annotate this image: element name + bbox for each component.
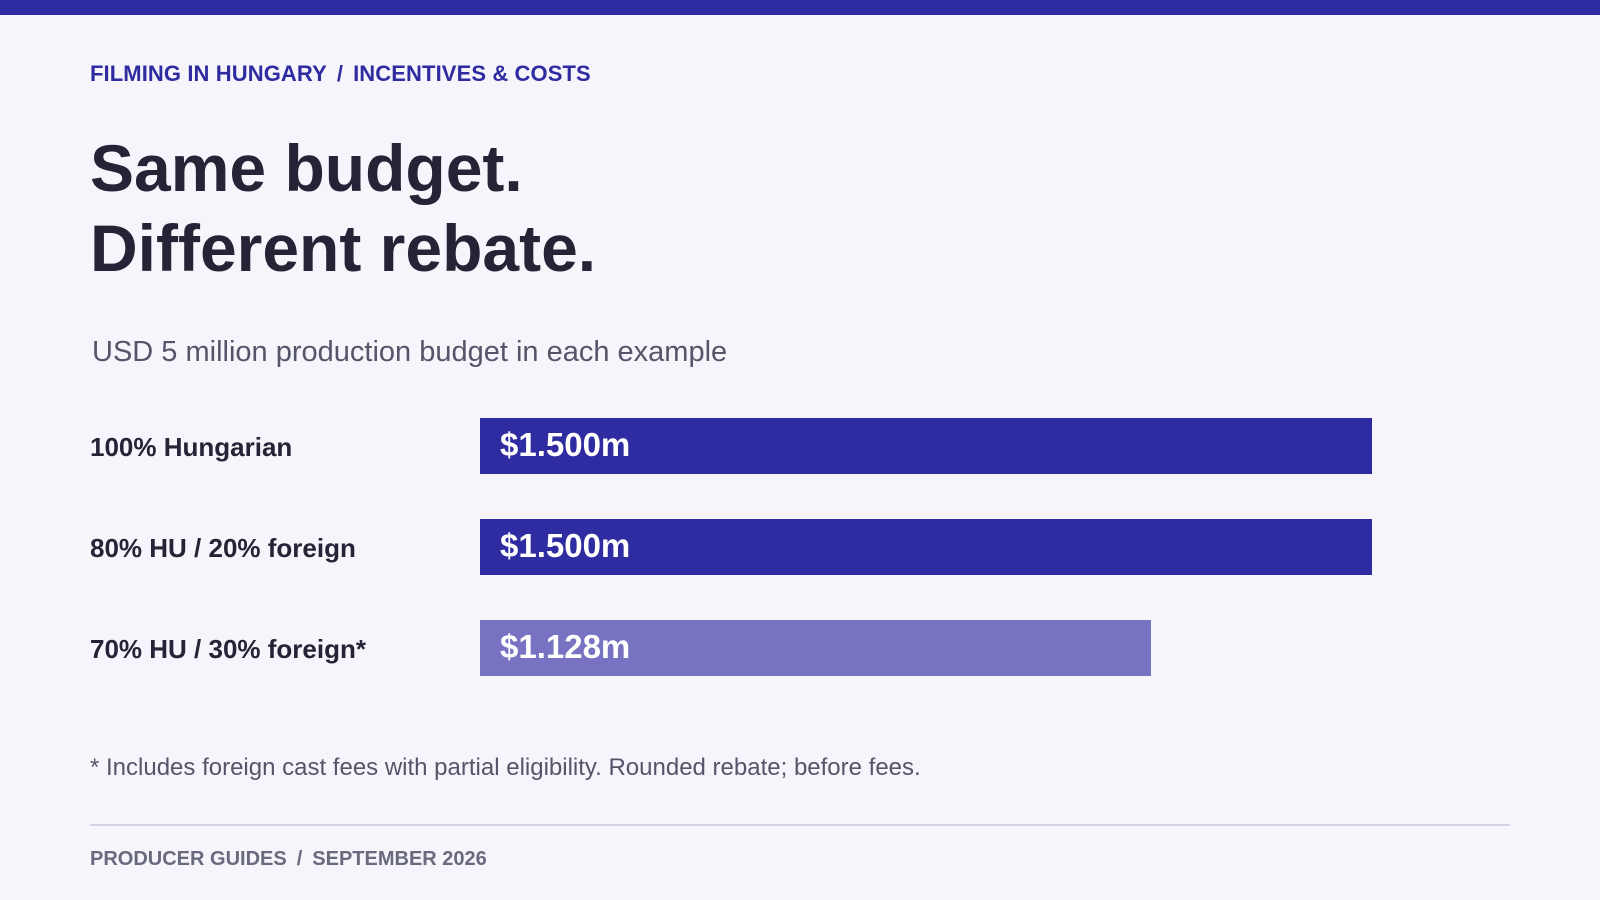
bar: $1.128m [480, 620, 1151, 676]
footer-divider [90, 824, 1510, 826]
bar-value-label: $1.500m [500, 527, 631, 564]
bar: $1.500m [480, 418, 1372, 474]
breadcrumb-page: INCENTIVES & COSTS [353, 61, 591, 86]
title-line-2: Different rebate. [90, 211, 597, 285]
chart-subtitle: USD 5 million production budget in each … [92, 336, 728, 368]
bar-value-label: $1.128m [500, 628, 631, 665]
footer-separator: / [296, 848, 303, 870]
breadcrumb-section: FILMING IN HUNGARY [90, 61, 327, 86]
bar: $1.500m [480, 519, 1372, 575]
footer-source: PRODUCER GUIDES [90, 848, 287, 870]
breadcrumb: FILMING IN HUNGARY / INCENTIVES & COSTS [90, 61, 591, 87]
bar-label: 80% HU / 20% foreign [90, 533, 356, 563]
top-accent-bar [0, 0, 1600, 15]
bar-value-label: $1.500m [500, 426, 631, 463]
footer: PRODUCER GUIDES / SEPTEMBER 2026 [90, 848, 487, 871]
footnote: * Includes foreign cast fees with partia… [90, 754, 921, 781]
bar-label: 100% Hungarian [90, 432, 293, 462]
breadcrumb-separator: / [336, 61, 344, 86]
title-line-1: Same budget. [90, 131, 523, 205]
bar-label: 70% HU / 30% foreign* [90, 634, 366, 664]
footer-date: SEPTEMBER 2026 [312, 848, 487, 870]
page-title: Same budget. Different rebate. [90, 128, 596, 288]
